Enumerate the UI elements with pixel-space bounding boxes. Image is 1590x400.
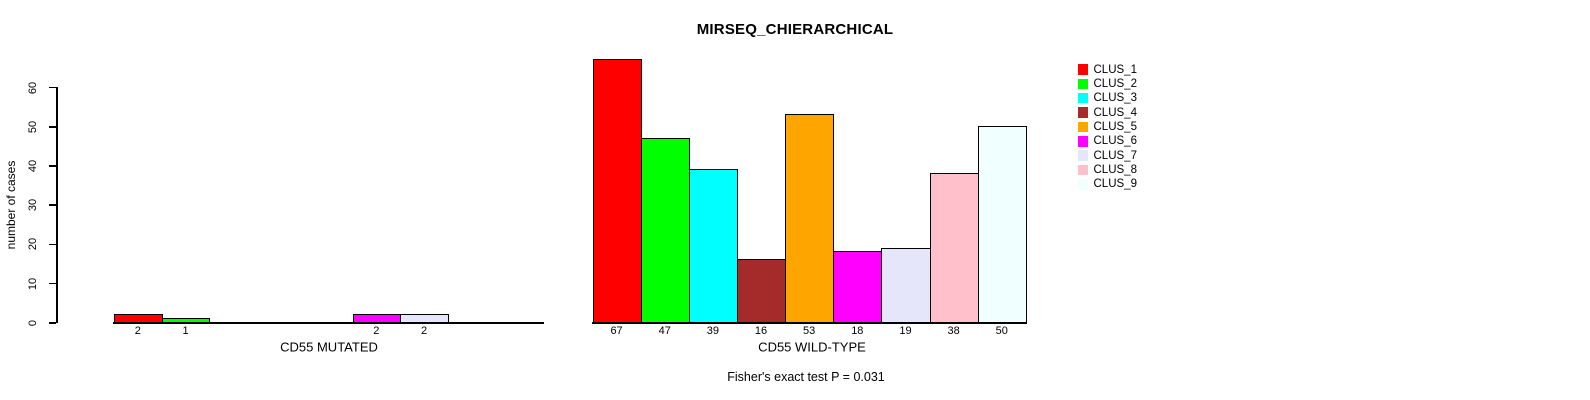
bar-value-label: 2 — [420, 324, 428, 337]
y-tick — [48, 165, 56, 167]
x-axis-title-mutated: CD55 MUTATED — [280, 339, 378, 355]
fisher-test-note: Fisher's exact test P = 0.031 — [727, 370, 885, 384]
bar-value-label: 53 — [803, 324, 816, 337]
y-tick-label: 50 — [27, 120, 39, 133]
bar-value-label: 19 — [899, 324, 912, 337]
legend-swatch-clus_4 — [1077, 107, 1088, 118]
bar-value-label: 47 — [658, 324, 671, 337]
y-tick — [48, 204, 56, 206]
y-tick — [48, 86, 56, 89]
y-tick-label: 20 — [27, 238, 39, 251]
bar-clus_6-mutated — [352, 314, 402, 323]
bar-clus_1-wildtype — [592, 59, 642, 323]
bar-value-label: 67 — [610, 324, 623, 337]
x-axis-line-mutated — [113, 322, 545, 324]
x-axis-title-wildtype: CD55 WILD-TYPE — [758, 339, 866, 355]
bar-value-label: 16 — [754, 324, 768, 337]
bar-clus_8-wildtype — [929, 173, 979, 323]
bar-value-label: 38 — [947, 324, 960, 337]
y-tick-label: 60 — [27, 81, 39, 94]
bar-clus_9-wildtype — [977, 126, 1027, 323]
legend-label-clus_8: CLUS_8 — [1093, 163, 1137, 176]
bar-clus_1-mutated — [114, 314, 163, 323]
bar-clus_6-wildtype — [833, 251, 883, 323]
legend-label-clus_7: CLUS_7 — [1093, 149, 1137, 162]
legend-label-clus_5: CLUS_5 — [1093, 120, 1137, 133]
y-axis-label: number of cases — [4, 160, 18, 250]
legend-label-clus_2: CLUS_2 — [1093, 77, 1137, 90]
bar-clus_7-wildtype — [881, 247, 931, 323]
bar-value-label: 1 — [182, 324, 189, 337]
y-tick — [48, 126, 56, 128]
legend-swatch-clus_5 — [1077, 121, 1088, 133]
bar-clus_3-wildtype — [688, 169, 738, 323]
legend-swatch-clus_6 — [1077, 136, 1088, 147]
y-tick-label: 10 — [27, 277, 39, 290]
bar-clus_4-wildtype — [736, 259, 787, 323]
legend-label-clus_3: CLUS_3 — [1093, 92, 1137, 105]
bar-clus_2-mutated — [161, 318, 211, 323]
y-tick-label: 0 — [27, 319, 39, 326]
legend-swatch-clus_7 — [1077, 150, 1088, 161]
legend-label-clus_1: CLUS_1 — [1093, 63, 1137, 76]
bar-clus_5-wildtype — [785, 114, 835, 323]
bar-clus_2-wildtype — [640, 137, 690, 323]
y-tick — [48, 282, 56, 285]
bar-value-label: 18 — [851, 324, 864, 337]
bar-value-label: 50 — [995, 324, 1008, 337]
bar-value-label: 2 — [134, 324, 141, 337]
legend-swatch-clus_1 — [1077, 64, 1088, 75]
chart-title: MIRSEQ_CHIERARCHICAL — [696, 21, 894, 38]
legend-swatch-clus_2 — [1077, 78, 1088, 90]
y-tick-label: 30 — [27, 199, 39, 212]
legend-swatch-clus_8 — [1077, 164, 1088, 176]
bar-value-label: 2 — [373, 324, 380, 337]
y-tick — [48, 322, 56, 324]
legend-label-clus_6: CLUS_6 — [1093, 135, 1137, 148]
y-tick — [48, 243, 56, 246]
legend-label-clus_4: CLUS_4 — [1093, 106, 1137, 119]
bar-clus_7-mutated — [400, 314, 449, 323]
legend-swatch-clus_3 — [1077, 92, 1088, 104]
bar-value-label: 39 — [706, 324, 719, 337]
y-axis-line — [56, 86, 58, 324]
legend-label-clus_9: CLUS_9 — [1093, 178, 1137, 191]
legend-swatch-clus_9 — [1077, 179, 1088, 190]
y-tick-label: 40 — [27, 159, 39, 173]
